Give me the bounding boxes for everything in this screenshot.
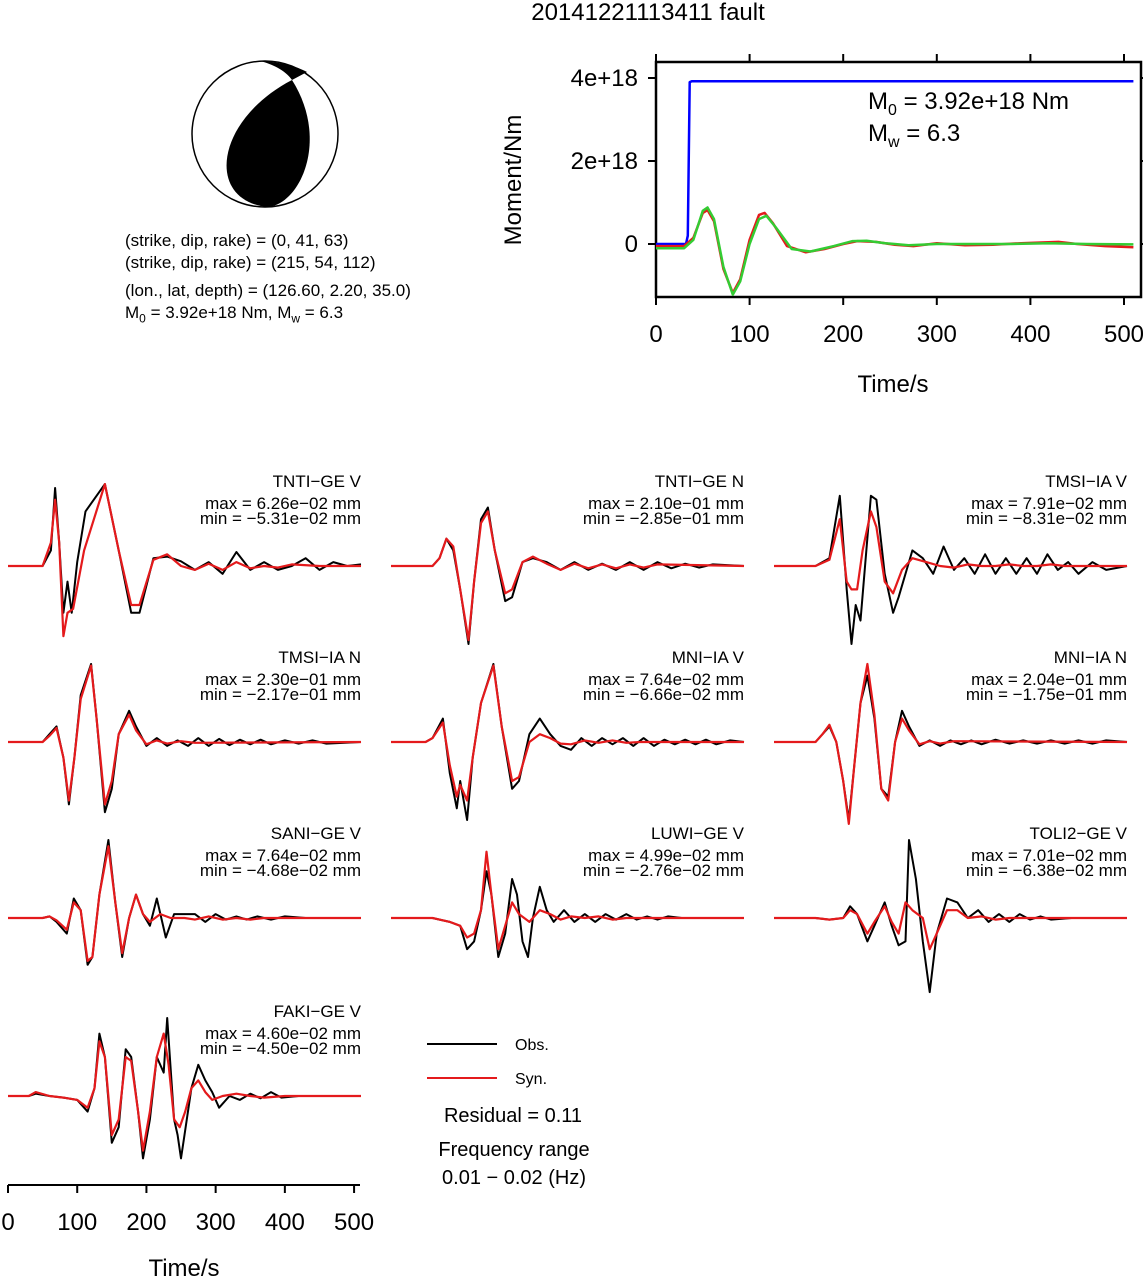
station-max: max = 7.64e−02 mm bbox=[588, 670, 744, 689]
legend-syn-label: Syn. bbox=[515, 1071, 547, 1088]
beachball-compressional-quadrant bbox=[226, 80, 310, 207]
moment-ytick-label: 2e+18 bbox=[571, 148, 638, 175]
moment-xtick-label: 400 bbox=[1010, 321, 1050, 348]
legend-obs-label: Obs. bbox=[515, 1037, 549, 1054]
synthetic-trace bbox=[8, 483, 361, 638]
station-min: min = −2.76e−02 mm bbox=[583, 861, 744, 880]
nodal-plane-1: (strike, dip, rake) = (0, 41, 63) bbox=[125, 231, 349, 250]
beachball bbox=[191, 60, 339, 208]
station-name: TMSI−IA N bbox=[278, 648, 361, 667]
synthetic-trace bbox=[774, 662, 1128, 826]
station-max: max = 2.04e−01 mm bbox=[971, 670, 1127, 689]
moment-xtick-label: 300 bbox=[917, 321, 957, 348]
moment-rate-green-line bbox=[656, 206, 1134, 296]
nodal-plane-2: (strike, dip, rake) = (215, 54, 112) bbox=[125, 253, 376, 272]
station-name: LUWI−GE V bbox=[651, 824, 745, 843]
station-max: max = 4.99e−02 mm bbox=[588, 846, 744, 865]
moment-xlabel: Time/s bbox=[857, 371, 928, 398]
station-min: min = −4.68e−02 mm bbox=[200, 861, 361, 880]
station-max: max = 7.64e−02 mm bbox=[205, 846, 361, 865]
moment-xtick-label: 500 bbox=[1104, 321, 1143, 348]
synthetic-trace bbox=[391, 850, 744, 951]
moment-ytick-label: 4e+18 bbox=[571, 65, 638, 92]
moment-xtick-label: 200 bbox=[823, 321, 863, 348]
moment-plot-frame bbox=[654, 60, 1143, 299]
moment-series bbox=[656, 80, 1134, 296]
hypocenter-location: (lon., lat, depth) = (126.60, 2.20, 35.0… bbox=[125, 281, 411, 300]
station-name: TOLI2−GE V bbox=[1030, 824, 1128, 843]
station-max: max = 7.91e−02 mm bbox=[971, 494, 1127, 513]
station-min: min = −8.31e−02 mm bbox=[966, 509, 1127, 528]
station-max: max = 2.30e−01 mm bbox=[205, 670, 361, 689]
residual-text: Residual = 0.11 bbox=[444, 1105, 582, 1127]
moment-mw-annotation: Mw = 6.3 bbox=[868, 120, 960, 151]
moment-x-axis: 0 100 200 300 400 500 bbox=[649, 54, 1143, 348]
waveform-xtick-label: 200 bbox=[126, 1209, 166, 1236]
moment-y-axis: 0 2e+18 4e+18 bbox=[571, 65, 1143, 258]
synthetic-trace bbox=[774, 510, 1127, 595]
moment-magnitude-line: M0 = 3.92e+18 Nm, Mw = 6.3 bbox=[125, 303, 344, 326]
waveform-xtick-label: 300 bbox=[196, 1209, 236, 1236]
moment-xtick-label: 100 bbox=[730, 321, 770, 348]
synthetic-trace bbox=[8, 1032, 361, 1152]
frequency-range-value: 0.01 − 0.02 (Hz) bbox=[442, 1167, 586, 1189]
station-name: MNI−IA N bbox=[1054, 648, 1127, 667]
station-name: TNTI−GE N bbox=[655, 472, 744, 491]
waveform-xlabel: Time/s bbox=[148, 1255, 219, 1280]
synthetic-trace bbox=[8, 845, 361, 963]
frequency-range-label: Frequency range bbox=[438, 1139, 589, 1161]
beachball-compressional-cap bbox=[260, 61, 307, 80]
observed-trace bbox=[8, 1017, 361, 1160]
station-max: max = 6.26e−02 mm bbox=[205, 494, 361, 513]
station-max: max = 7.01e−02 mm bbox=[971, 846, 1127, 865]
waveform-xtick-label: 500 bbox=[334, 1209, 374, 1236]
station-min: min = −2.85e−01 mm bbox=[583, 509, 744, 528]
moment-xtick-label: 0 bbox=[649, 321, 662, 348]
synthetic-trace bbox=[8, 664, 362, 806]
synthetic-trace bbox=[774, 901, 1127, 951]
waveform-xtick-label: 100 bbox=[57, 1209, 97, 1236]
moment-function-line bbox=[656, 80, 1134, 246]
observed-trace bbox=[391, 870, 744, 958]
station-name: SANI−GE V bbox=[271, 824, 362, 843]
station-min: min = −6.66e−02 mm bbox=[583, 685, 744, 704]
station-name: TMSI−IA V bbox=[1045, 472, 1127, 491]
station-max: max = 2.10e−01 mm bbox=[588, 494, 744, 513]
station-min: min = −1.75e−01 mm bbox=[966, 685, 1127, 704]
fault-info: (strike, dip, rake) = (0, 41, 63) (strik… bbox=[125, 230, 411, 329]
station-name: MNI−IA V bbox=[672, 648, 745, 667]
moment-ylabel: Moment/Nm bbox=[500, 115, 527, 246]
waveform-xtick-label: 400 bbox=[265, 1209, 305, 1236]
figure-title: 20141221113411 fault bbox=[531, 0, 765, 26]
station-min: min = −4.50e−02 mm bbox=[200, 1039, 361, 1058]
station-min: min = −6.38e−02 mm bbox=[966, 861, 1127, 880]
station-min: min = −2.17e−01 mm bbox=[200, 685, 361, 704]
synthetic-trace bbox=[391, 510, 745, 642]
waveform-xtick-label: 0 bbox=[1, 1209, 14, 1236]
synthetic-trace bbox=[391, 664, 744, 802]
station-name: FAKI−GE V bbox=[274, 1002, 362, 1021]
waveform-x-ticks: 0 100 200 300 400 500 bbox=[1, 1185, 374, 1236]
station-min: min = −5.31e−02 mm bbox=[200, 509, 361, 528]
legend: Obs. Syn. Residual = 0.11 Frequency rang… bbox=[427, 1037, 590, 1189]
station-max: max = 4.60e−02 mm bbox=[205, 1024, 361, 1043]
moment-panel: 0 2e+18 4e+18 0 100 200 300 400 500 Moment/Nm T… bbox=[500, 54, 1143, 398]
moment-m0-annotation: M0 = 3.92e+18 Nm bbox=[868, 88, 1069, 119]
waveform-x-axis: 0 100 200 300 400 500 Time/s bbox=[1, 1184, 374, 1280]
station-name: TNTI−GE V bbox=[273, 472, 362, 491]
moment-ytick-label: 0 bbox=[625, 231, 638, 258]
